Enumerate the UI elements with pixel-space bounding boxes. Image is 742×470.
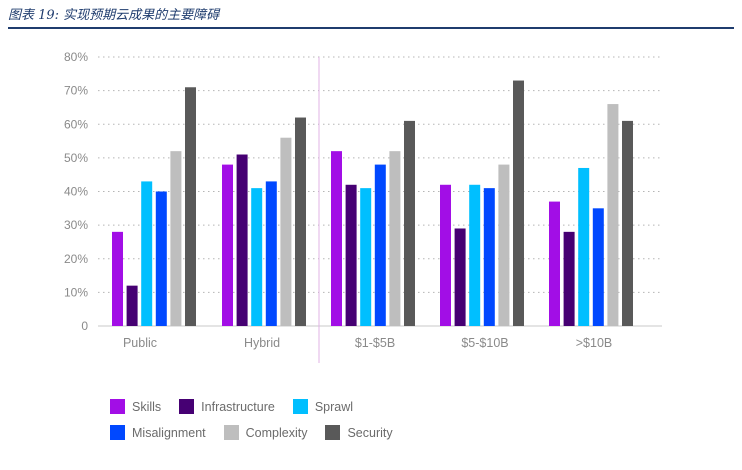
y-tick-label: 10% bbox=[64, 285, 88, 299]
bar-skills-4 bbox=[549, 201, 560, 326]
bar-security-3 bbox=[513, 80, 524, 326]
bar-sprawl-1 bbox=[251, 188, 263, 326]
bar-complexity-3 bbox=[498, 164, 510, 326]
legend-label: Misalignment bbox=[132, 425, 206, 440]
bar-security-4 bbox=[622, 120, 633, 326]
chart-legend: Skills Infrastructure Sprawl Misalignment Co… bbox=[110, 398, 470, 441]
caption-divider bbox=[8, 27, 734, 29]
legend-swatch bbox=[179, 399, 195, 414]
y-tick-label: 40% bbox=[64, 185, 88, 199]
x-axis-categories: Public Hybrid $1-$5B $5-$10B >$10B bbox=[123, 336, 612, 350]
bar-security-2 bbox=[404, 120, 415, 326]
bar-misalignment-2 bbox=[374, 164, 386, 326]
bars bbox=[112, 80, 633, 327]
y-axis-ticks: 0 10% 20% 30% 40% 50% 60% 70% 80% bbox=[64, 50, 88, 333]
bar-security-0 bbox=[185, 87, 196, 326]
legend-swatch bbox=[110, 399, 125, 414]
bar-infrastructure-0 bbox=[126, 285, 138, 326]
y-tick-label: 60% bbox=[64, 117, 88, 131]
x-category-label: $1-$5B bbox=[355, 336, 395, 350]
legend-swatch bbox=[110, 425, 125, 440]
legend-swatch bbox=[325, 425, 341, 440]
y-tick-label: 70% bbox=[64, 84, 88, 98]
legend-label: Complexity bbox=[245, 425, 308, 440]
bar-misalignment-4 bbox=[592, 208, 604, 326]
y-tick-label: 20% bbox=[64, 252, 88, 266]
legend-item-misalignment: Misalignment bbox=[110, 424, 206, 441]
legend-item-complexity: Complexity bbox=[223, 424, 308, 441]
legend-swatch bbox=[223, 425, 239, 440]
x-category-label: Hybrid bbox=[244, 336, 280, 350]
legend-swatch bbox=[292, 399, 308, 414]
legend-item-infrastructure: Infrastructure bbox=[179, 398, 275, 415]
y-tick-label: 0 bbox=[81, 319, 88, 333]
legend-item-security: Security bbox=[325, 424, 393, 441]
bar-skills-0 bbox=[112, 231, 123, 326]
bar-complexity-2 bbox=[389, 151, 401, 326]
bar-misalignment-3 bbox=[483, 188, 495, 326]
bar-sprawl-4 bbox=[578, 167, 590, 326]
bar-infrastructure-1 bbox=[236, 154, 248, 326]
bar-sprawl-2 bbox=[360, 188, 372, 326]
x-category-label: >$10B bbox=[576, 336, 613, 350]
y-tick-label: 30% bbox=[64, 218, 88, 232]
x-category-label: $5-$10B bbox=[461, 336, 508, 350]
legend-label: Infrastructure bbox=[201, 399, 275, 414]
legend-label: Skills bbox=[132, 399, 162, 414]
bar-skills-1 bbox=[222, 164, 233, 326]
bar-complexity-4 bbox=[607, 104, 619, 326]
bar-skills-3 bbox=[440, 184, 451, 326]
bar-sprawl-3 bbox=[469, 184, 481, 326]
legend-label: Security bbox=[347, 425, 393, 440]
bar-infrastructure-4 bbox=[563, 231, 575, 326]
bar-skills-2 bbox=[331, 151, 342, 326]
x-category-label: Public bbox=[123, 336, 157, 350]
bar-sprawl-0 bbox=[141, 181, 153, 326]
figure-caption: 图表 19: 实现预期云成果的主要障碍 bbox=[8, 8, 220, 23]
bar-complexity-0 bbox=[170, 151, 182, 326]
legend-label: Sprawl bbox=[314, 399, 354, 414]
legend-item-sprawl: Sprawl bbox=[292, 398, 354, 415]
y-tick-label: 80% bbox=[64, 50, 88, 64]
bar-complexity-1 bbox=[280, 137, 292, 326]
bar-security-1 bbox=[295, 117, 306, 327]
y-tick-label: 50% bbox=[64, 151, 88, 165]
bar-misalignment-0 bbox=[155, 191, 167, 326]
legend-item-skills: Skills bbox=[110, 398, 161, 415]
bar-infrastructure-3 bbox=[454, 228, 466, 326]
bar-infrastructure-2 bbox=[345, 184, 357, 326]
bar-misalignment-1 bbox=[265, 181, 277, 326]
